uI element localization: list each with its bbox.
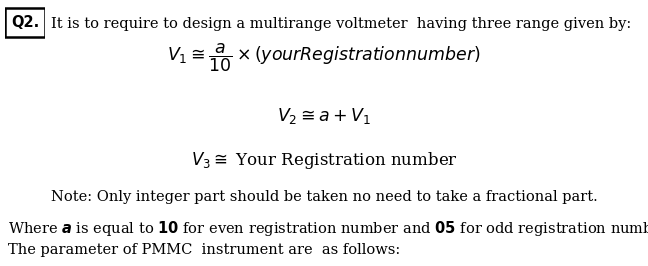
- Text: $V_2 \cong a + V_1$: $V_2 \cong a + V_1$: [277, 106, 371, 126]
- Text: The parameter of PMMC  instrument are  as follows:: The parameter of PMMC instrument are as …: [8, 243, 400, 257]
- FancyBboxPatch shape: [5, 8, 45, 37]
- Text: Note: Only integer part should be taken no need to take a fractional part.: Note: Only integer part should be taken …: [51, 190, 597, 204]
- Text: It is to require to design a multirange voltmeter  having three range given by:: It is to require to design a multirange …: [51, 17, 631, 31]
- Text: Where $\boldsymbol{a}$ is equal to $\mathbf{10}$ for even registration number an: Where $\boldsymbol{a}$ is equal to $\mat…: [8, 219, 648, 238]
- Text: $V_3 \cong$ Your Registration number: $V_3 \cong$ Your Registration number: [191, 150, 457, 171]
- Text: $V_1 \cong \dfrac{a}{10} \times (yourRegistrationnumber)$: $V_1 \cong \dfrac{a}{10} \times (yourReg…: [167, 41, 481, 74]
- Text: Q2.: Q2.: [11, 15, 40, 30]
